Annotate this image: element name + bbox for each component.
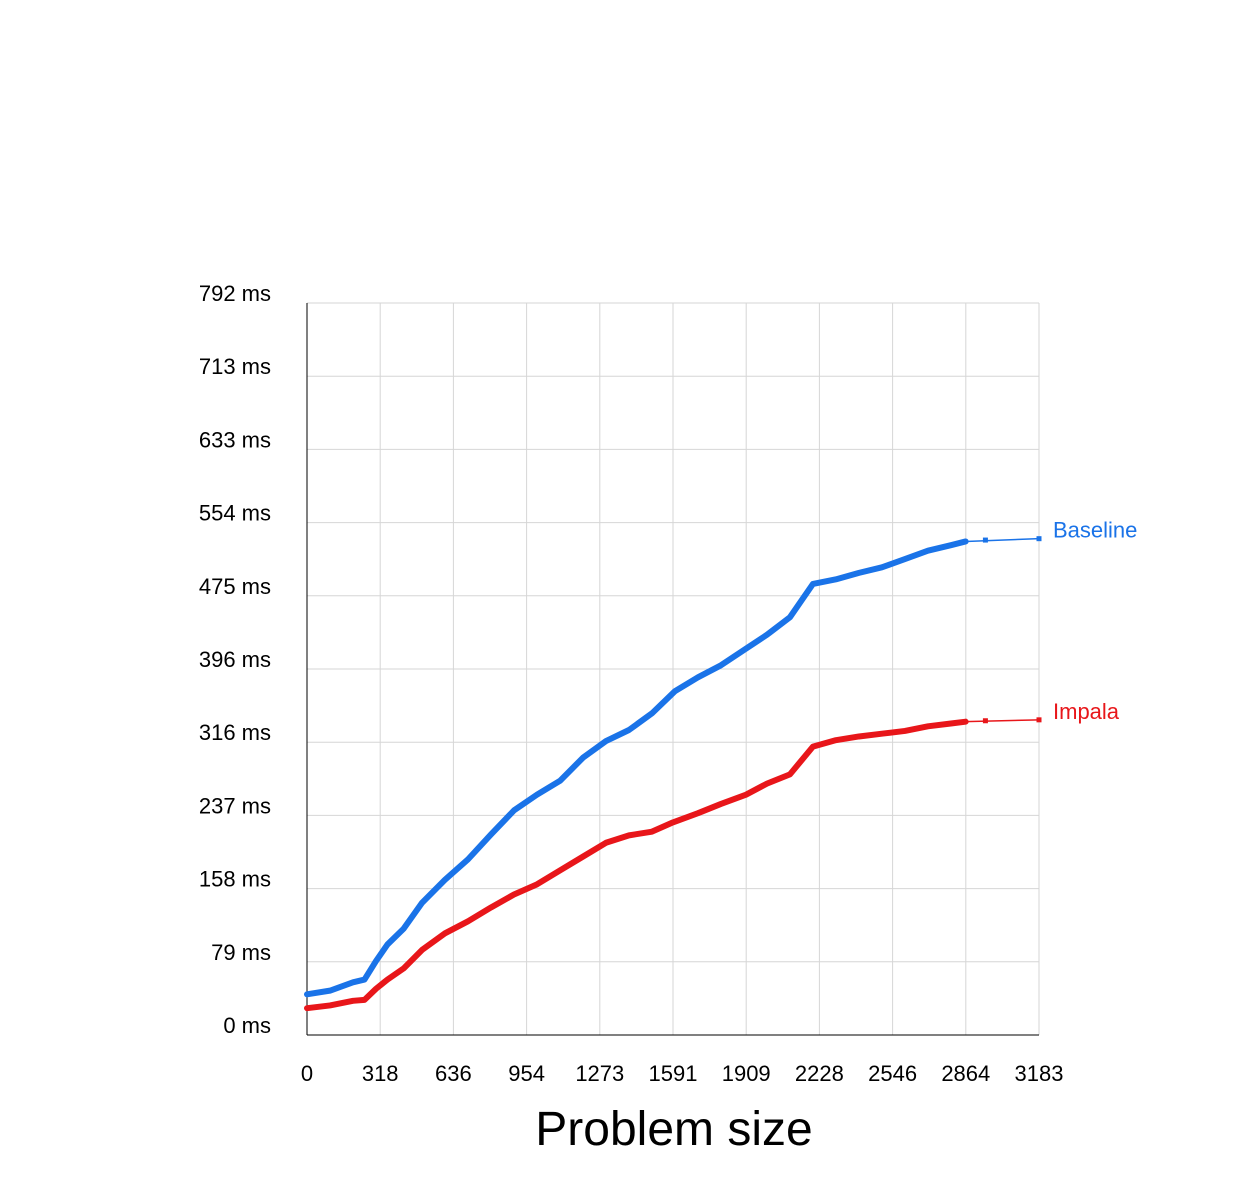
y-tick-label: 633 ms bbox=[199, 427, 271, 452]
y-tick-label: 0 ms bbox=[223, 1013, 271, 1038]
x-tick-label: 2546 bbox=[868, 1061, 917, 1086]
x-tick-label: 0 bbox=[301, 1061, 313, 1086]
x-tick-label: 1273 bbox=[575, 1061, 624, 1086]
x-tick-label: 2228 bbox=[795, 1061, 844, 1086]
series-tail-marker bbox=[982, 718, 988, 724]
series-end-marker bbox=[1036, 536, 1042, 542]
y-tick-label: 237 ms bbox=[199, 793, 271, 818]
series-label-impala: Impala bbox=[1053, 699, 1120, 724]
y-tick-label: 475 ms bbox=[199, 574, 271, 599]
series-end-marker bbox=[1036, 717, 1042, 723]
y-tick-label: 79 ms bbox=[211, 940, 271, 965]
series-label-baseline: Baseline bbox=[1053, 518, 1137, 543]
x-tick-label: 3183 bbox=[1015, 1061, 1064, 1086]
x-tick-label: 1909 bbox=[722, 1061, 771, 1086]
series-line-baseline bbox=[304, 538, 969, 998]
series-tail-baseline bbox=[965, 537, 1040, 543]
y-tick-label: 792 ms bbox=[199, 281, 271, 306]
x-tick-label: 954 bbox=[508, 1061, 545, 1086]
y-tick-label: 713 ms bbox=[199, 354, 271, 379]
x-tick-label: 636 bbox=[435, 1061, 472, 1086]
x-axis-label: Problem size bbox=[535, 1103, 812, 1156]
x-axis-tick-labels: 0 318 636 954 1273 1591 1909 2228 2546 2864 3183 bbox=[301, 1061, 1064, 1086]
series-lines bbox=[304, 536, 1042, 1012]
grid-lines bbox=[306, 302, 1040, 1036]
y-tick-label: 316 ms bbox=[199, 720, 271, 745]
x-tick-label: 2864 bbox=[941, 1061, 990, 1086]
y-axis-tick-labels: 0 ms 79 ms 158 ms 237 ms 316 ms 396 ms 475 ms 5… bbox=[199, 281, 271, 1038]
y-tick-label: 158 ms bbox=[199, 867, 271, 892]
series-tail-impala bbox=[965, 719, 1040, 723]
x-tick-label: 1591 bbox=[649, 1061, 698, 1086]
series-line-impala bbox=[304, 718, 969, 1012]
x-tick-label: 318 bbox=[362, 1061, 399, 1086]
y-tick-label: 554 ms bbox=[199, 501, 271, 526]
y-tick-label: 396 ms bbox=[199, 647, 271, 672]
series-labels: Baseline Impala bbox=[1053, 518, 1137, 724]
series-tail-marker bbox=[982, 537, 988, 543]
